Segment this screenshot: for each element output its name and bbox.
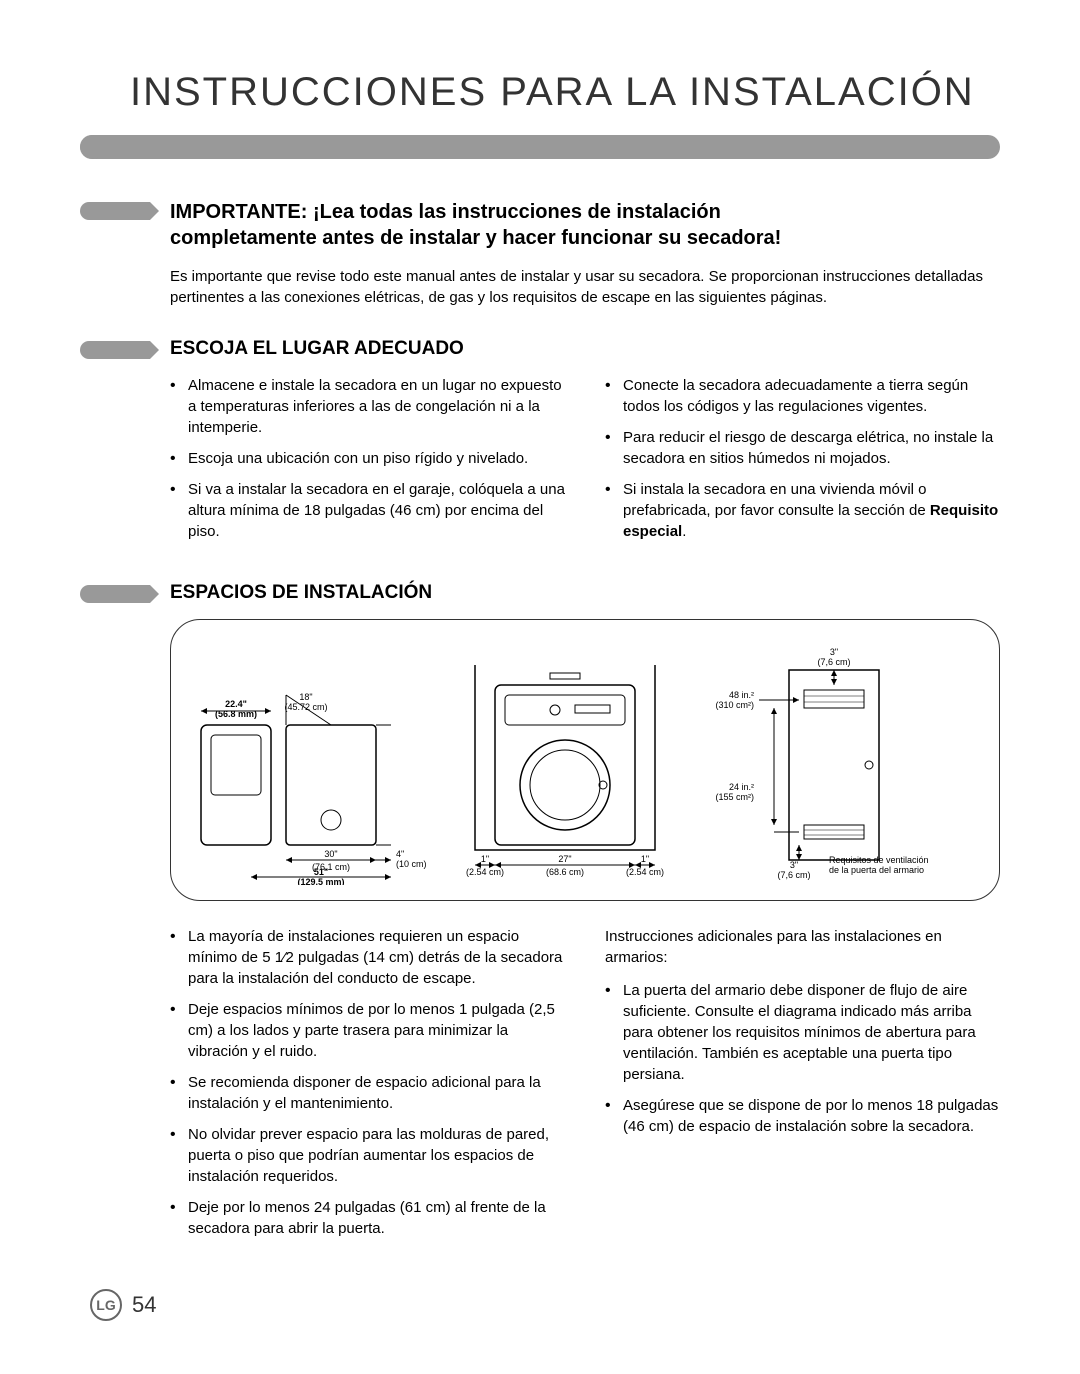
svg-text:(7,6 cm): (7,6 cm) [817, 657, 850, 667]
svg-text:(2.54 cm): (2.54 cm) [626, 867, 664, 877]
list-item: Escoja una ubicación con un piso rígido … [170, 448, 565, 469]
page-footer: LG 54 [90, 1289, 1000, 1321]
svg-text:51": 51" [314, 867, 328, 877]
svg-text:Requisitos de ventilación: Requisitos de ventilación [829, 855, 929, 865]
list-item: La puerta del armario debe disponer de f… [605, 980, 1000, 1085]
svg-text:3": 3" [830, 647, 838, 657]
list-item: Conecte la secadora adecuadamente a tier… [605, 375, 1000, 417]
svg-text:24 in.²: 24 in.² [729, 782, 754, 792]
list-item: Si va a instalar la secadora en el garaj… [170, 479, 565, 542]
list-item: La mayoría de instalaciones requieren un… [170, 926, 565, 989]
important-intro-text: Es importante que revise todo este manua… [170, 266, 1000, 308]
svg-text:27": 27" [558, 854, 571, 864]
location-left-list: Almacene e instale la secadora en un lug… [170, 375, 565, 542]
location-header: ESCOJA EL LUGAR ADECUADO [80, 338, 1000, 360]
location-heading: ESCOJA EL LUGAR ADECUADO [170, 338, 464, 360]
list-item: Asegúrese que se dispone de por lo menos… [605, 1095, 1000, 1137]
list-item: Deje por lo menos 24 pulgadas (61 cm) al… [170, 1197, 565, 1239]
important-line2: completamente antes de instalar y hacer … [170, 227, 781, 249]
svg-text:48 in.²: 48 in.² [729, 690, 754, 700]
svg-text:30": 30" [324, 849, 337, 859]
important-label: IMPORTANTE: [170, 201, 307, 223]
svg-text:18": 18" [299, 692, 312, 702]
svg-text:4": 4" [396, 849, 404, 859]
list-item: Para reducir el riesgo de descarga elétr… [605, 427, 1000, 469]
svg-text:(155 cm²): (155 cm²) [715, 792, 754, 802]
diagram-closet-door: 3" (7,6 cm) 48 in.² (310 cm²) 24 in.² (1… [699, 645, 979, 885]
svg-text:de la puerta del armario: de la puerta del armario [829, 865, 924, 875]
title-underline-bar [80, 135, 1000, 159]
location-right-list: Conecte la secadora adecuadamente a tier… [605, 375, 1000, 542]
section-bullet-icon [80, 202, 150, 220]
diagram-side-view: 22.4" (56.8 mm) 18" (45.72 cm) 30" (76.1… [191, 665, 431, 885]
svg-text:(10 cm): (10 cm) [396, 859, 427, 869]
svg-text:1": 1" [481, 854, 489, 864]
list-item: No olvidar prever espacio para las moldu… [170, 1124, 565, 1187]
important-header: IMPORTANTE: ¡Lea todas las instrucciones… [80, 199, 1000, 251]
important-heading: IMPORTANTE: ¡Lea todas las instrucciones… [170, 199, 781, 251]
section-bullet-icon [80, 341, 150, 359]
clearances-header: ESPACIOS DE INSTALACIÓN [80, 582, 1000, 604]
svg-text:22.4": 22.4" [225, 699, 247, 709]
closet-intro-text: Instrucciones adicionales para las insta… [605, 926, 1000, 968]
svg-text:(2.54 cm): (2.54 cm) [466, 867, 504, 877]
section-bullet-icon [80, 585, 150, 603]
svg-text:(68.6 cm): (68.6 cm) [546, 867, 584, 877]
svg-text:(310 cm²): (310 cm²) [715, 700, 754, 710]
clearances-heading: ESPACIOS DE INSTALACIÓN [170, 582, 432, 604]
lg-logo-icon: LG [90, 1289, 122, 1321]
list-item: Almacene e instale la secadora en un lug… [170, 375, 565, 438]
page-title: INSTRUCCIONES PARA LA INSTALACIÓN [130, 70, 1000, 115]
svg-text:3": 3" [790, 860, 798, 870]
clearance-diagram-panel: 22.4" (56.8 mm) 18" (45.72 cm) 30" (76.1… [170, 619, 1000, 901]
list-item: Deje espacios mínimos de por lo menos 1 … [170, 999, 565, 1062]
clearances-left-list: La mayoría de instalaciones requieren un… [170, 926, 565, 1239]
clearances-right-list: La puerta del armario debe disponer de f… [605, 980, 1000, 1137]
list-item: Se recomienda disponer de espacio adicio… [170, 1072, 565, 1114]
svg-text:(129.5 mm): (129.5 mm) [297, 877, 344, 885]
diagram-front-view: 1" (2.54 cm) 27" (68.6 cm) 1" (2.54 cm) [455, 655, 675, 885]
svg-text:1": 1" [641, 854, 649, 864]
page-number: 54 [132, 1292, 156, 1318]
svg-text:(45.72 cm): (45.72 cm) [284, 702, 327, 712]
list-item: Si instala la secadora en una vivienda m… [605, 479, 1000, 542]
svg-text:(7,6 cm): (7,6 cm) [777, 870, 810, 880]
important-line1: ¡Lea todas las instrucciones de instalac… [313, 201, 721, 223]
